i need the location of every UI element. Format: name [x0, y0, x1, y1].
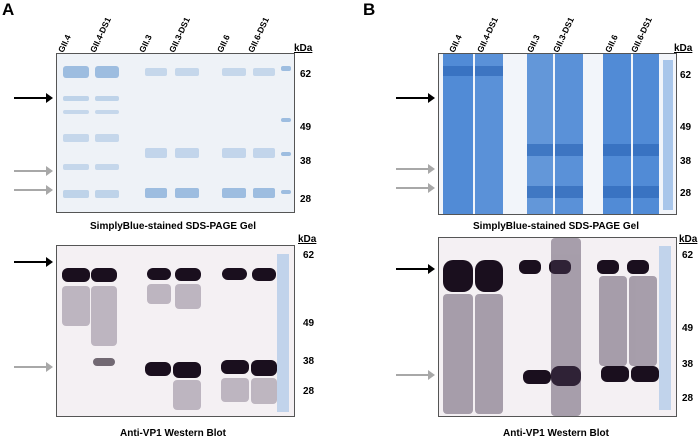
gel-caption-b: SimplyBlue-stained SDS-PAGE Gel — [473, 221, 639, 232]
lane-label: GII.6 — [602, 33, 620, 54]
mw-marker: 28 — [682, 393, 694, 404]
arrow-gray — [14, 185, 53, 195]
lane-label: GII.4 — [446, 33, 464, 54]
lane-label: GII.4-DS1 — [87, 15, 113, 54]
panel-letter-b: B — [363, 0, 376, 19]
arrow-gray — [396, 370, 435, 380]
blot-caption-b: Anti-VP1 Western Blot — [503, 428, 609, 439]
mw-marker: 38 — [682, 359, 694, 370]
lane-label: GII.6-DS1 — [628, 15, 654, 54]
arrow-gray — [14, 166, 53, 176]
mw-marker: 49 — [303, 318, 315, 329]
arrow-gray — [14, 362, 53, 372]
gel-b-bands — [439, 54, 676, 214]
arrow-black — [396, 264, 435, 274]
mw-marker: 49 — [300, 122, 312, 133]
lane-label: GII.4-DS1 — [474, 15, 500, 54]
kda-label-b: kDa — [674, 43, 693, 54]
western-blot-a — [56, 245, 295, 417]
mw-marker: 62 — [300, 69, 312, 80]
mw-marker: 62 — [682, 250, 694, 261]
gel-caption-a: SimplyBlue-stained SDS-PAGE Gel — [90, 221, 256, 232]
arrow-black — [14, 257, 53, 267]
arrow-black — [14, 93, 53, 103]
lane-label: GII.3-DS1 — [166, 15, 192, 54]
blot-caption-a: Anti-VP1 Western Blot — [120, 428, 226, 439]
lane-label: GII.3-DS1 — [550, 15, 576, 54]
lane-label: GII.6 — [214, 33, 232, 54]
blot-a-bands — [57, 246, 294, 416]
arrow-gray — [396, 164, 435, 174]
mw-marker: 38 — [303, 356, 315, 367]
western-blot-b — [438, 237, 677, 417]
lane-label: GII.6-DS1 — [245, 15, 271, 54]
mw-marker: 38 — [680, 156, 692, 167]
mw-marker: 38 — [300, 156, 312, 167]
blot-b-bands — [439, 238, 676, 416]
sds-page-gel-b — [438, 53, 677, 215]
kda-label-blot-b: kDa — [679, 234, 698, 245]
mw-marker: 62 — [303, 250, 315, 261]
kda-label-blot-a: kDa — [298, 234, 317, 245]
gel-a-bands — [57, 54, 294, 212]
mw-marker: 49 — [682, 323, 694, 334]
lane-label: GII.3 — [136, 33, 154, 54]
mw-marker: 28 — [300, 194, 312, 205]
lane-label: GII.3 — [524, 33, 542, 54]
panel-letter-a: A — [2, 0, 15, 19]
mw-marker: 28 — [303, 386, 315, 397]
arrow-black — [396, 93, 435, 103]
arrow-gray — [396, 183, 435, 193]
sds-page-gel-a — [56, 53, 295, 213]
mw-marker: 49 — [680, 122, 692, 133]
lane-label: GII.4 — [55, 33, 73, 54]
kda-label-a: kDa — [294, 43, 313, 54]
mw-marker: 28 — [680, 188, 692, 199]
mw-marker: 62 — [680, 70, 692, 81]
